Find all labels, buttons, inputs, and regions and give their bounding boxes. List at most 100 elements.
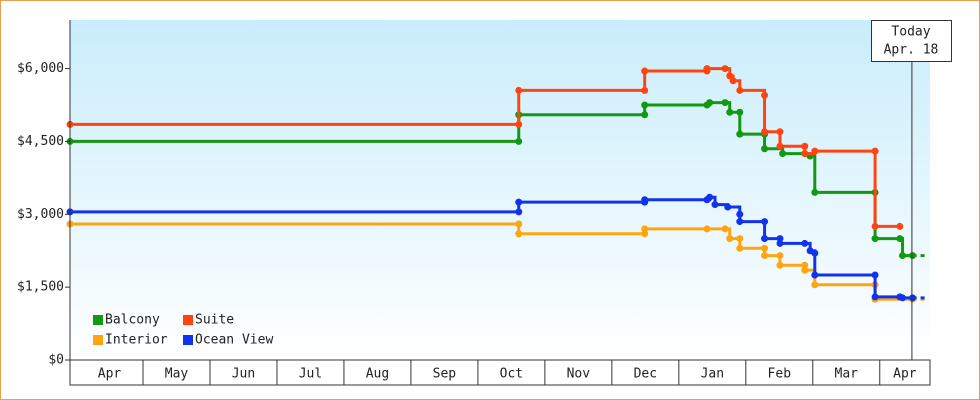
legend-label: Interior <box>105 333 168 348</box>
x-tick-label: Jun <box>232 367 255 382</box>
data-point <box>736 218 744 226</box>
data-point <box>515 208 523 216</box>
data-point <box>706 99 714 107</box>
x-tick-label: Feb <box>768 367 792 382</box>
data-point <box>811 271 819 279</box>
data-point <box>871 271 879 279</box>
data-point <box>721 65 729 73</box>
legend-swatch <box>183 335 193 345</box>
data-point <box>761 235 769 243</box>
data-point <box>801 239 809 247</box>
today-box <box>871 20 952 62</box>
data-point <box>761 145 769 153</box>
data-point <box>776 235 784 243</box>
data-point <box>736 210 744 218</box>
data-point <box>761 218 769 226</box>
data-point <box>909 294 917 302</box>
data-point <box>515 198 523 206</box>
data-point <box>724 203 732 211</box>
data-point <box>811 281 819 289</box>
today-label: Apr. 18 <box>884 43 939 58</box>
legend-swatch <box>93 315 103 325</box>
data-point <box>761 91 769 99</box>
y-tick-label: $0 <box>48 353 64 368</box>
today-label: Today <box>891 25 930 40</box>
data-point <box>721 225 729 233</box>
x-tick-label: Apr <box>98 367 122 382</box>
data-point <box>776 128 784 136</box>
data-point <box>729 77 737 85</box>
data-point <box>641 225 649 233</box>
data-point <box>871 235 879 243</box>
data-point <box>736 235 744 243</box>
data-point <box>736 86 744 94</box>
data-point <box>801 142 809 150</box>
data-point <box>776 252 784 260</box>
x-axis-box <box>69 359 931 386</box>
x-tick-label: May <box>165 367 189 382</box>
x-tick-label: Aug <box>366 367 389 382</box>
legend-label: Ocean View <box>195 333 273 348</box>
data-point <box>736 244 744 252</box>
y-tick-label: $1,500 <box>17 280 64 295</box>
data-point <box>776 239 784 247</box>
data-point <box>726 235 734 243</box>
data-point <box>515 230 523 238</box>
data-point <box>761 128 769 136</box>
data-point <box>909 252 917 260</box>
data-point <box>761 244 769 252</box>
data-point <box>515 86 523 94</box>
data-point <box>736 108 744 116</box>
legend-swatch <box>183 315 193 325</box>
data-point <box>801 150 809 158</box>
x-tick-label: Jan <box>701 367 724 382</box>
data-point <box>726 108 734 116</box>
data-point <box>896 235 904 243</box>
data-point <box>801 266 809 274</box>
data-point <box>711 201 719 209</box>
data-point <box>641 101 649 109</box>
y-tick-label: $3,000 <box>17 207 64 222</box>
data-point <box>811 188 819 196</box>
plot-area <box>70 20 930 360</box>
data-point <box>761 252 769 260</box>
x-tick-label: Apr <box>893 367 917 382</box>
data-point <box>776 261 784 269</box>
data-point <box>801 261 809 269</box>
data-point <box>811 249 819 257</box>
x-tick-label: Oct <box>500 367 523 382</box>
legend-label: Suite <box>195 313 234 328</box>
x-tick-label: Nov <box>567 367 591 382</box>
x-tick-label: Mar <box>835 367 859 382</box>
data-point <box>736 130 744 138</box>
x-tick-label: Dec <box>634 367 657 382</box>
x-tick-label: Sep <box>433 367 457 382</box>
data-point <box>896 222 904 230</box>
data-point <box>871 147 879 155</box>
data-point <box>641 111 649 119</box>
legend-label: Balcony <box>105 313 160 328</box>
data-point <box>703 65 711 73</box>
data-point <box>515 220 523 228</box>
data-point <box>641 230 649 238</box>
legend-swatch <box>93 335 103 345</box>
data-point <box>811 147 819 155</box>
data-point <box>899 294 907 302</box>
y-tick-label: $6,000 <box>17 61 64 76</box>
data-point <box>515 120 523 128</box>
data-point <box>641 196 649 204</box>
data-point <box>776 142 784 150</box>
x-tick-label: Jul <box>299 367 322 382</box>
data-point <box>871 222 879 230</box>
data-point <box>706 193 714 201</box>
data-point <box>641 86 649 94</box>
data-point <box>779 150 787 158</box>
data-point <box>721 99 729 107</box>
y-tick-label: $4,500 <box>17 134 64 149</box>
data-point <box>515 137 523 145</box>
data-point <box>703 225 711 233</box>
data-point <box>641 67 649 75</box>
data-point <box>871 293 879 301</box>
data-point <box>899 252 907 260</box>
